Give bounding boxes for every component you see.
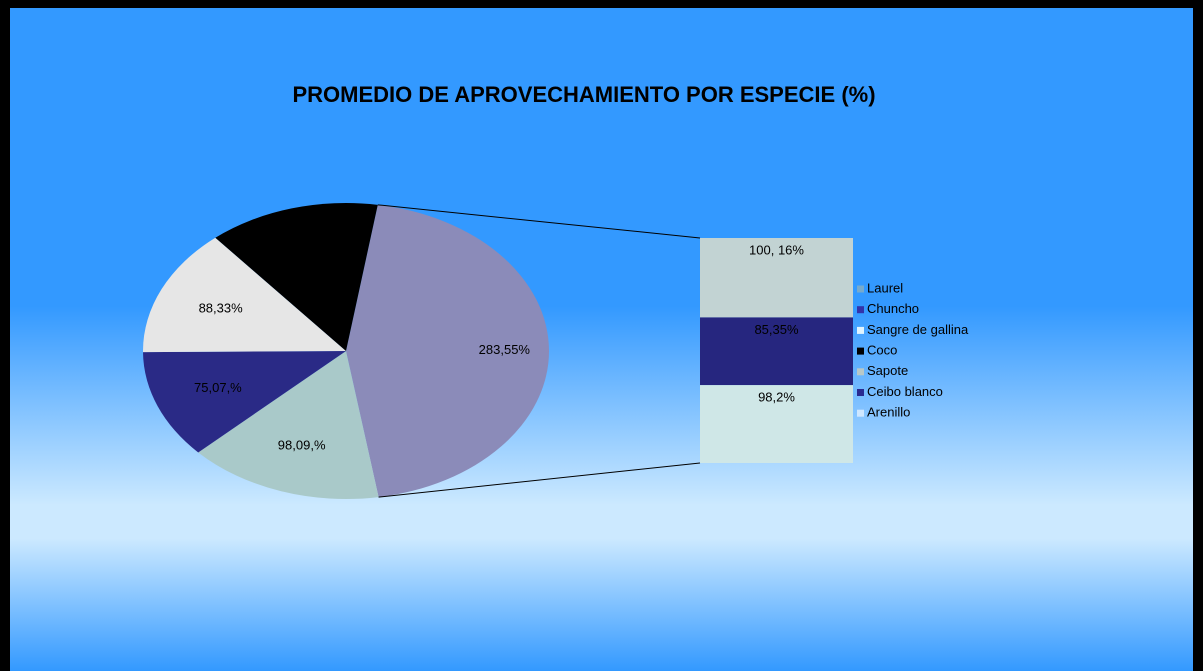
legend-label: Chuncho	[867, 301, 919, 316]
bar-segment	[700, 317, 853, 386]
bar-label: 100, 16%	[749, 242, 804, 257]
legend-label: Sangre de gallina	[867, 322, 969, 337]
pie-slice	[215, 203, 378, 351]
bar-segment	[700, 238, 853, 318]
legend-label: Arenillo	[867, 405, 910, 420]
pie-slice	[143, 351, 346, 453]
slice-label: 88,33%	[199, 300, 244, 315]
slice-label: 283,55%	[479, 342, 531, 357]
pie-slice	[346, 204, 550, 498]
slice-label: 98,09,%	[278, 438, 326, 453]
legend-label: Laurel	[867, 280, 903, 295]
bar-segment	[700, 385, 853, 463]
legend-marker	[857, 368, 864, 376]
legend-marker	[857, 389, 864, 396]
legend-marker	[857, 326, 864, 334]
legend-marker	[857, 306, 864, 314]
connector-line	[378, 462, 701, 498]
legend-marker	[857, 409, 864, 417]
chart-title: PROMEDIO DE APROVECHAMIENTO POR ESPECIE …	[292, 82, 876, 107]
bar-label: 98,2%	[758, 390, 795, 405]
slice-label: 75,07,%	[194, 380, 242, 395]
pie-slice	[198, 351, 379, 500]
legend-marker	[857, 285, 864, 293]
legend-label: Ceibo blanco	[867, 384, 943, 399]
legend-label: Coco	[867, 343, 897, 358]
bar-label: 85,35%	[754, 322, 799, 337]
legend-marker	[857, 347, 864, 355]
connector-line	[377, 204, 701, 239]
legend-label: Sapote	[867, 363, 908, 378]
pie-slice	[143, 237, 346, 353]
